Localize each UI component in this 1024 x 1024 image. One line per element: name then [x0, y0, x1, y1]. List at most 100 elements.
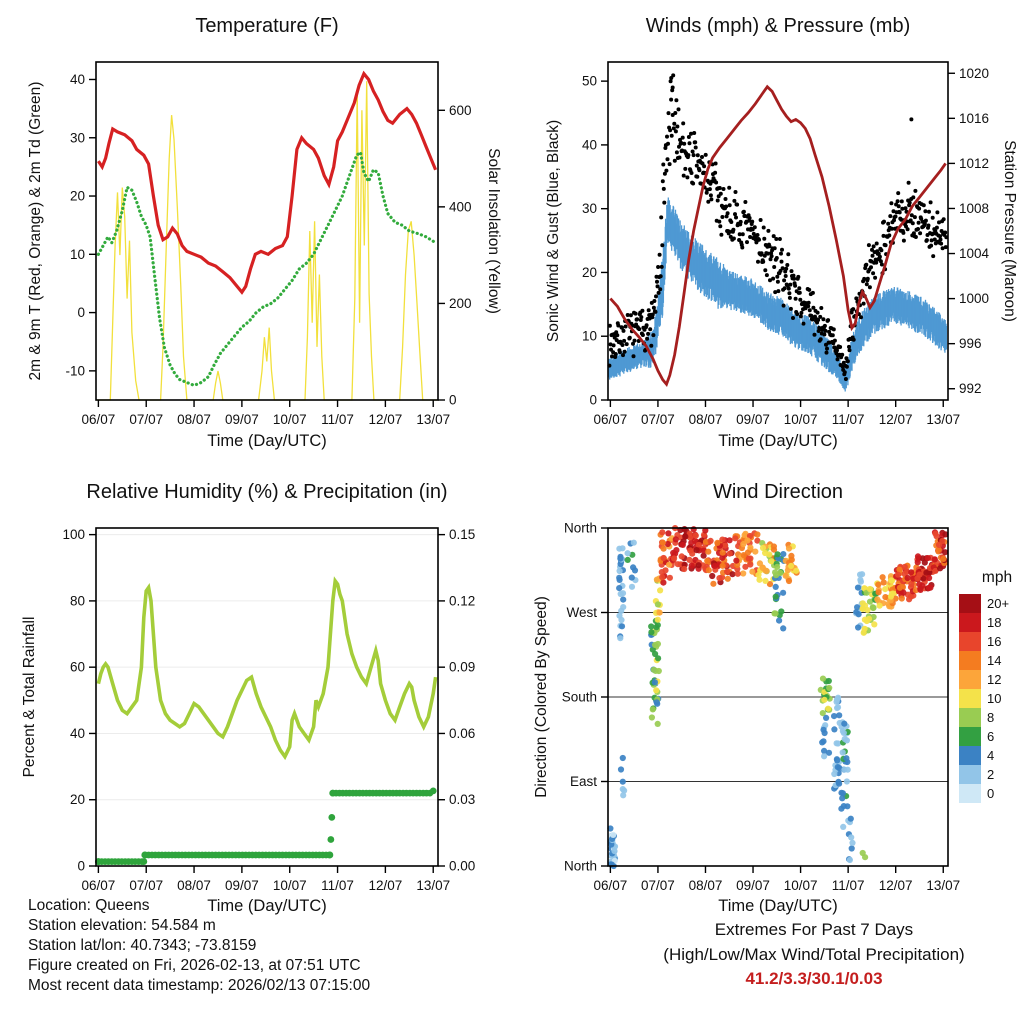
y-left-tick-label: 0	[77, 859, 85, 874]
y-axis-label-left: Direction (Colored By Speed)	[533, 596, 550, 798]
colorbar-label: 18	[987, 615, 1001, 630]
colorbar-swatch	[959, 613, 981, 632]
temperature-chart: 06/07 07/07 08/07 09/07 10/07 11/07 12/07 13/07…	[27, 15, 502, 450]
y-right-tick-label: 0.15	[449, 527, 475, 542]
wind-direction-points	[607, 525, 949, 870]
y-right-tick-label: 600	[449, 103, 472, 118]
colorbar-label: 6	[987, 729, 994, 744]
wind-direction-chart: 06/07 07/07 08/07 09/07 10/07 11/07 12/07 13/07…	[533, 481, 1012, 915]
colorbar-swatch	[959, 765, 981, 784]
x-tick-label: 09/07	[225, 878, 259, 893]
extremes-values: 41.2/3.3/30.1/0.03	[745, 969, 883, 988]
x-tick-label: 11/07	[832, 412, 865, 427]
x-tick-label: 10/07	[784, 412, 818, 427]
colorbar-label: 8	[987, 710, 994, 725]
colorbar-title: mph	[982, 569, 1012, 586]
x-tick-label: 09/07	[225, 412, 259, 427]
x-tick-label: 07/07	[129, 878, 163, 893]
x-tick-label: 13/07	[416, 412, 450, 427]
series-total_rainfall	[94, 787, 437, 865]
x-tick-label: 10/07	[273, 412, 307, 427]
y-right-tick-label: 1012	[959, 156, 989, 171]
series-station_pressure	[609, 84, 947, 387]
colorbar-label: 14	[987, 653, 1001, 668]
recent-data-timestamp: Most recent data timestamp: 2026/02/13 0…	[28, 977, 371, 994]
colorbar-label: 2	[987, 767, 994, 782]
colorbar-swatch	[959, 784, 981, 803]
y-left-tick-label: 0	[77, 305, 85, 320]
y-right-tick-label: 0.12	[449, 593, 475, 608]
y-right-tick-label: 1004	[959, 246, 990, 261]
y-left-tick-label: East	[570, 774, 597, 789]
x-tick-label: 13/07	[926, 412, 960, 427]
y-right-tick-label: 1000	[959, 291, 989, 306]
x-tick-label: 11/07	[832, 878, 865, 893]
y-right-tick-label: 1008	[959, 201, 989, 216]
plot-frame	[95, 61, 439, 401]
y-right-tick-label: 0.06	[449, 726, 475, 741]
x-axis-label: Time (Day/UTC)	[718, 897, 837, 915]
colorbar-swatch	[959, 632, 981, 651]
y-left-tick-label: 60	[70, 660, 85, 675]
x-tick-label: 11/07	[321, 412, 354, 427]
x-tick-label: 12/07	[368, 412, 402, 427]
x-tick-label: 10/07	[273, 878, 307, 893]
y-left-tick-label: 20	[70, 189, 85, 204]
colorbar-label: 12	[987, 672, 1001, 687]
chart-title: Temperature (F)	[195, 15, 338, 37]
y-left-tick-label: West	[566, 605, 597, 620]
y-left-tick-label: 10	[582, 329, 597, 344]
station-latlon: Station lat/lon: 40.7343; -73.8159	[28, 937, 257, 954]
colorbar-label: 16	[987, 634, 1001, 649]
x-tick-label: 06/07	[81, 412, 115, 427]
y-left-tick-label: 40	[70, 726, 85, 741]
x-tick-label: 09/07	[736, 878, 770, 893]
y-left-tick-label: North	[564, 521, 597, 536]
y-left-tick-label: North	[564, 859, 597, 874]
figure-created-timestamp: Figure created on Fri, 2026-02-13, at 07…	[28, 957, 361, 974]
x-tick-label: 13/07	[416, 878, 450, 893]
chart-title: Winds (mph) & Pressure (mb)	[646, 15, 911, 37]
y-right-tick-label: 1020	[959, 66, 989, 81]
y-right-tick-label: 0.00	[449, 859, 475, 874]
series-solar_insolation	[96, 81, 438, 401]
y-left-tick-label: 80	[70, 593, 85, 608]
y-right-tick-label: 992	[959, 381, 982, 396]
x-tick-label: 08/07	[177, 412, 211, 427]
x-tick-label: 08/07	[177, 878, 211, 893]
series-dewpoint_2m	[96, 149, 438, 388]
humidity-precipitation-chart: 06/07 07/07 08/07 09/07 10/07 11/07 12/07 13/07…	[21, 481, 475, 915]
x-tick-label: 11/07	[321, 878, 354, 893]
chart-title: Wind Direction	[713, 481, 843, 503]
y-axis-label-left: Percent & Total Rainfall	[21, 617, 38, 778]
y-axis-label-left: 2m & 9m T (Red, Orange) & 2m Td (Green)	[27, 82, 44, 381]
y-right-tick-label: 1016	[959, 111, 989, 126]
colorbar-swatch	[959, 708, 981, 727]
colorbar-swatch	[959, 689, 981, 708]
x-tick-label: 06/07	[81, 878, 115, 893]
station-info: Location: Queens Station elevation: 54.5…	[28, 896, 370, 996]
y-left-tick-label: 100	[62, 527, 85, 542]
x-tick-label: 09/07	[736, 412, 770, 427]
station-elevation: Station elevation: 54.584 m	[28, 917, 216, 934]
y-left-tick-label: 40	[582, 137, 597, 152]
y-left-tick-label: 10	[70, 247, 85, 262]
y-right-tick-label: 0.09	[449, 660, 475, 675]
series-relative_humidity	[96, 576, 438, 761]
y-left-tick-label: 40	[70, 72, 85, 87]
extremes-summary: Extremes For Past 7 Days (High/Low/Max W…	[618, 918, 1010, 992]
y-left-tick-label: 30	[70, 130, 85, 145]
y-axis-label-right: Solar Insolation (Yellow)	[485, 148, 502, 314]
x-tick-label: 07/07	[129, 412, 163, 427]
extremes-title: Extremes For Past 7 Days	[714, 920, 914, 939]
x-tick-label: 10/07	[784, 878, 818, 893]
station-location: Location: Queens	[28, 897, 150, 914]
y-left-tick-label: South	[562, 690, 597, 705]
y-right-tick-label: 996	[959, 336, 982, 351]
y-right-tick-label: 400	[449, 199, 472, 214]
y-left-tick-label: 0	[589, 393, 597, 408]
x-tick-label: 07/07	[641, 412, 675, 427]
colorbar-label: 20+	[987, 596, 1009, 611]
winds-pressure-chart: 06/07 07/07 08/07 09/07 10/07 11/07 12/07 13/07…	[545, 15, 1018, 450]
